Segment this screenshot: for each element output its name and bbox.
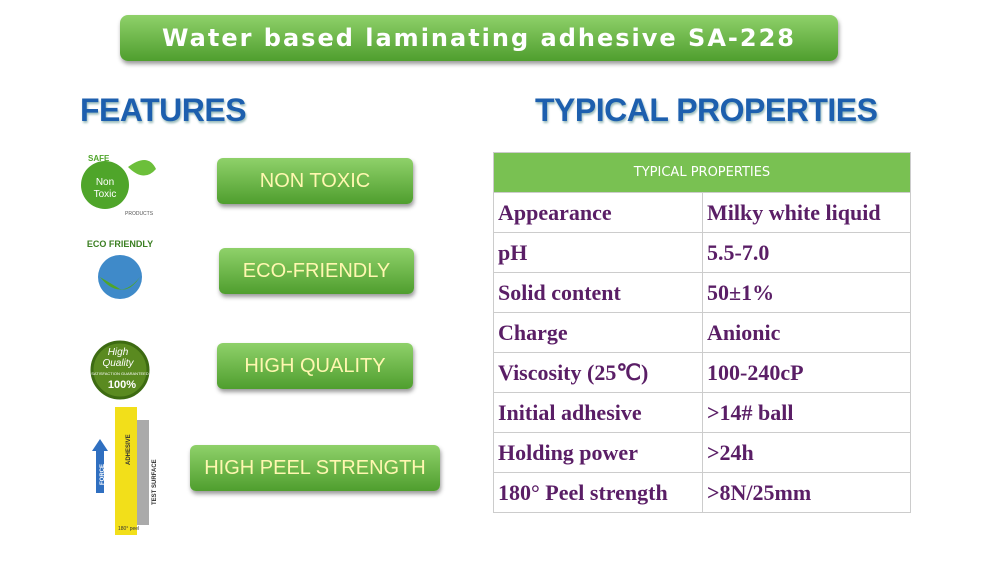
icon-text: Non <box>96 177 114 188</box>
icon-text: TEST SURFACE <box>152 459 158 505</box>
table-row: Viscosity (25℃) 100-240cP <box>493 352 911 393</box>
icon-text: SAFE <box>88 154 110 163</box>
property-value: 50±1% <box>702 272 911 313</box>
property-name: Charge <box>493 312 703 353</box>
icon-text: PRODUCTS <box>125 211 154 217</box>
property-name: 180° Peel strength <box>493 472 703 513</box>
icon-text: 180° peel <box>118 526 139 532</box>
icons: SAFE Non Toxic PRODUCTS ECO FRIENDLY Hig… <box>81 154 158 535</box>
property-value: 100-240cP <box>702 352 911 393</box>
table-row: Initial adhesive >14# ball <box>493 392 911 433</box>
adhesive <box>115 407 137 535</box>
surface <box>137 420 149 525</box>
icon-text: 100% <box>108 379 136 391</box>
title-bar: Water based laminating adhesive SA-228 <box>120 15 838 61</box>
feature-button: NON TOXIC <box>217 158 413 204</box>
property-name: pH <box>493 232 703 273</box>
icon <box>90 340 150 400</box>
feature-button: ECO-FRIENDLY <box>219 248 414 294</box>
feature-button: HIGH QUALITY <box>217 343 413 389</box>
table-row: 180° Peel strength >8N/25mm <box>493 472 911 513</box>
property-name: Viscosity (25℃) <box>493 352 703 393</box>
table-row: Appearance Milky white liquid <box>493 192 911 233</box>
features-heading: FEATURES <box>80 92 247 128</box>
icon <box>81 161 129 209</box>
property-value: Anionic <box>702 312 911 353</box>
property-value: >14# ball <box>702 392 911 433</box>
property-value: >24h <box>702 432 911 473</box>
icon <box>98 255 142 299</box>
leaf <box>128 159 156 176</box>
icon-text: ECO FRIENDLY <box>87 239 153 249</box>
property-value: >8N/25mm <box>702 472 911 513</box>
property-value: 5.5-7.0 <box>702 232 911 273</box>
icon-text: Toxic <box>94 189 117 200</box>
table-row: Charge Anionic <box>493 312 911 353</box>
property-name: Holding power <box>493 432 703 473</box>
property-value: Milky white liquid <box>702 192 911 233</box>
property-name: Solid content <box>493 272 703 313</box>
leaf <box>100 277 140 290</box>
icon-text: Quality <box>102 358 134 369</box>
properties-heading: TYPICAL PROPERTIES <box>535 92 878 128</box>
feature-button: HIGH PEEL STRENGTH <box>190 445 440 491</box>
properties-table: TYPICAL PROPERTIES Appearance Milky white… <box>493 152 911 513</box>
table-row: pH 5.5-7.0 <box>493 232 911 273</box>
table-row: Solid content 50±1% <box>493 272 911 313</box>
icon-text: High <box>108 347 129 358</box>
icon-text: FORCE <box>100 464 106 485</box>
arrow <box>92 439 108 493</box>
property-name: Appearance <box>493 192 703 233</box>
table-header: TYPICAL PROPERTIES <box>493 152 911 193</box>
table-row: Holding power >24h <box>493 432 911 473</box>
icon-text: ADHESIVE <box>126 434 132 465</box>
icon-text: SATISFACTION GUARANTEED <box>91 371 149 376</box>
property-name: Initial adhesive <box>493 392 703 433</box>
